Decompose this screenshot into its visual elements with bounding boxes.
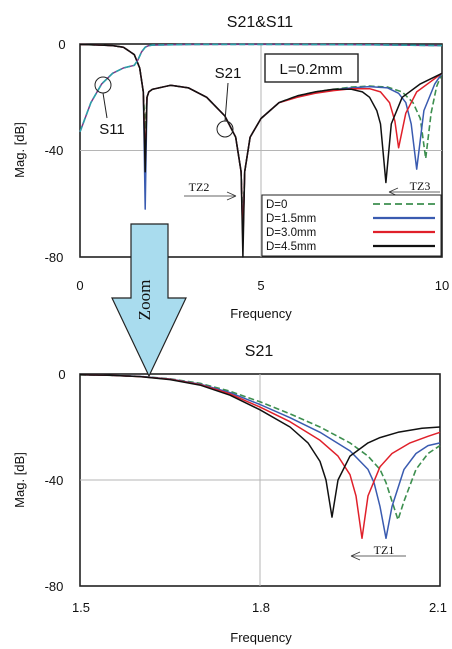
bottom-x-axis-label: Frequency	[230, 630, 292, 645]
top-y-axis-label: Mag. [dB]	[12, 122, 27, 178]
bottom-series-d-4-5mm	[79, 374, 441, 518]
tz1-arrow-head	[350, 551, 361, 561]
top-x-axis-label: Frequency	[230, 306, 292, 321]
s11-annotation: S11	[99, 121, 125, 138]
bottom-x-tick-2-1: 2.1	[429, 600, 447, 615]
top-gridlines	[80, 44, 442, 257]
top-series-d-4-5mm	[79, 43, 443, 258]
zoom-arrow: Zoom	[111, 223, 187, 378]
s21-marker-circle	[216, 120, 234, 138]
bottom-chart-title: S21	[245, 343, 274, 360]
legend-label-d30: D=3.0mm	[266, 227, 316, 239]
legend-label-d15: D=1.5mm	[266, 213, 316, 225]
s21-annotation: S21	[215, 65, 242, 82]
zoom-arrow-shape	[111, 223, 187, 378]
bottom-x-tick-1-8: 1.8	[252, 600, 270, 615]
s21-pointer-line	[224, 82, 229, 122]
label-box	[264, 53, 359, 83]
tz2-annotation: TZ2	[189, 180, 210, 194]
s11-marker-circle	[94, 76, 112, 94]
bottom-x-tick-1-5: 1.5	[72, 600, 90, 615]
top-x-tick-0: 0	[76, 278, 83, 293]
top-chart: S21&S11 0 -40 -80 0 5 10 Frequency Mag. …	[12, 14, 449, 321]
bottom-y-tick-0: 0	[58, 367, 65, 382]
top-series-group	[79, 43, 443, 258]
bottom-y-axis-label: Mag. [dB]	[12, 452, 27, 508]
top-x-tick-5: 5	[257, 278, 264, 293]
top-y-tick-m80: -80	[45, 250, 64, 265]
top-chart-title: S21&S11	[227, 14, 294, 31]
bottom-chart: S21 0 -40 -80 1.5 1.8 2.1 Frequency Mag.…	[12, 343, 447, 645]
top-series-s11-cyan	[79, 43, 443, 133]
legend-label-d45: D=4.5mm	[266, 241, 316, 253]
bottom-series-group	[79, 374, 441, 540]
tz3-annotation: TZ3	[410, 179, 431, 193]
bottom-y-tick-m40: -40	[45, 473, 64, 488]
s11-pointer-line	[102, 92, 108, 119]
top-y-tick-m40: -40	[45, 143, 64, 158]
top-legend: D=0 D=1.5mm D=3.0mm D=4.5mm	[261, 194, 442, 257]
label-box-text: L=0.2mm	[280, 61, 343, 78]
tz1-annotation: TZ1	[374, 543, 395, 557]
top-x-tick-10: 10	[435, 278, 449, 293]
zoom-label: Zoom	[135, 280, 154, 321]
tz2-arrow-head	[226, 191, 237, 201]
legend-label-d0: D=0	[266, 199, 287, 211]
bottom-y-tick-m80: -80	[45, 579, 64, 594]
top-y-tick-0: 0	[58, 37, 65, 52]
